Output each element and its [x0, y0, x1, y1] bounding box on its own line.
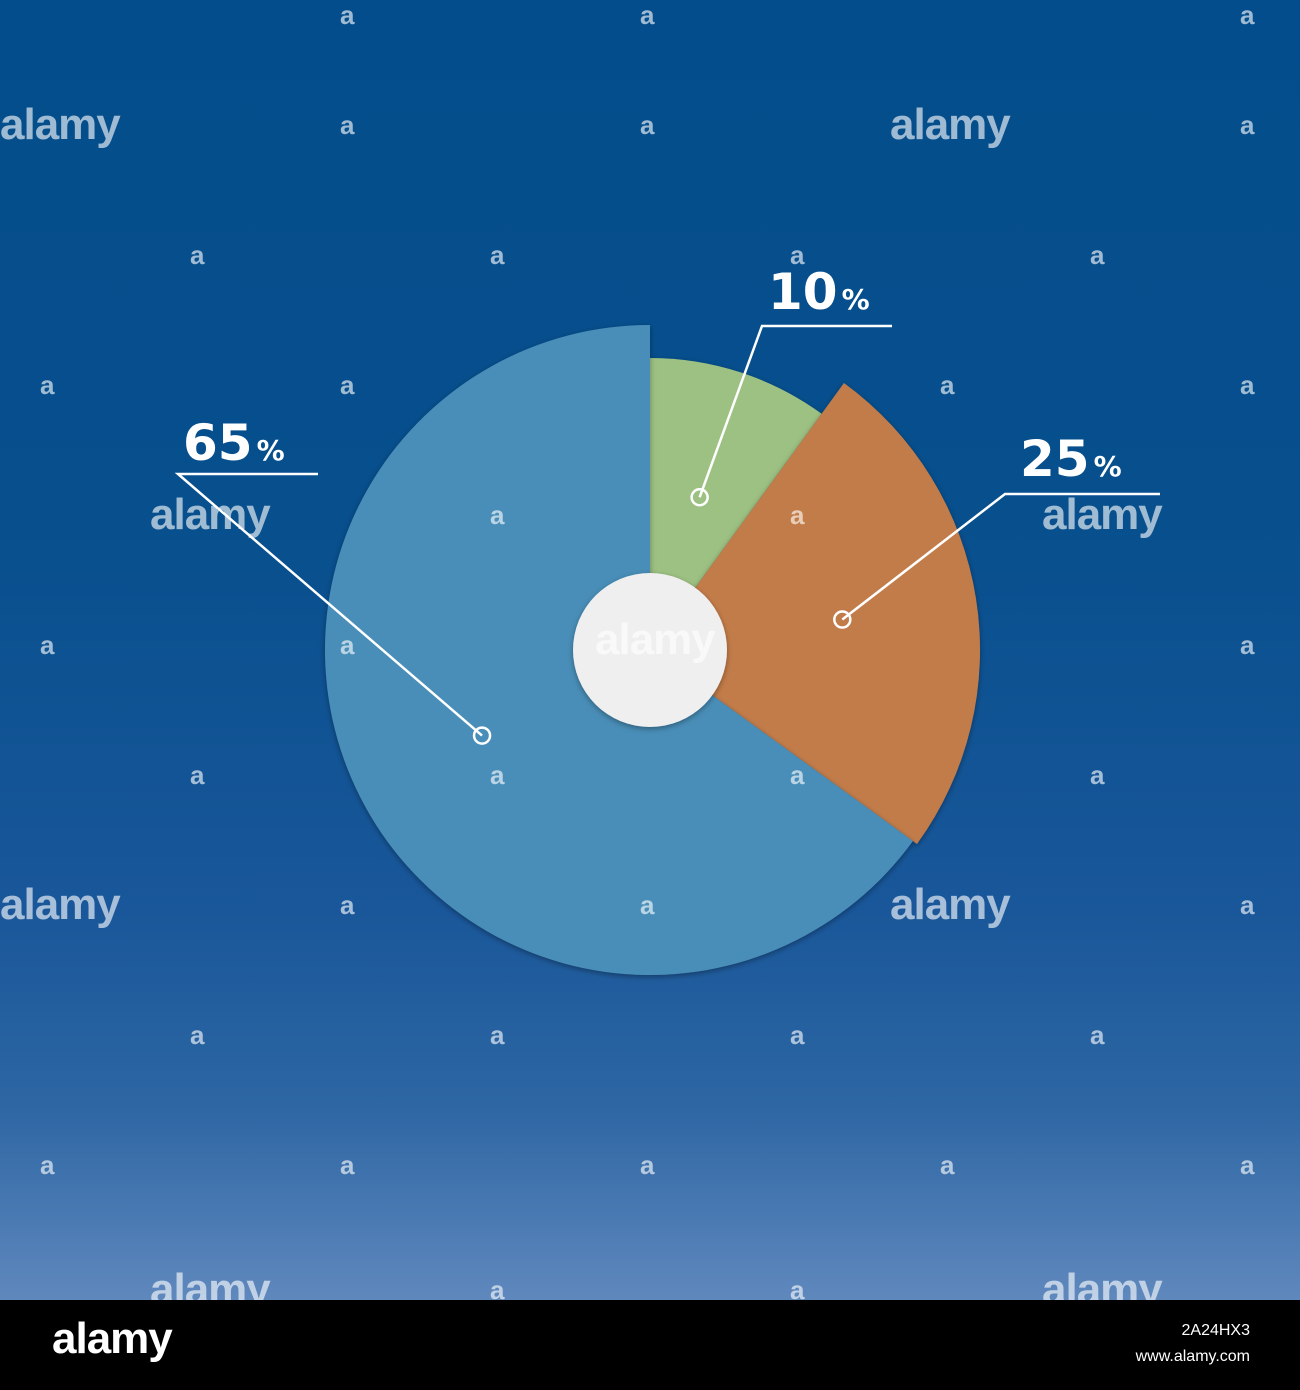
leader-line-65 [174, 472, 483, 737]
footer-meta: 2A24HX3 www.alamy.com [1136, 1318, 1250, 1370]
slice-value-label-25: 25% [1020, 430, 1122, 488]
pie-slice-25 [650, 383, 980, 844]
slice-label-group-65: 65% [174, 414, 492, 745]
pie-center-hole [573, 573, 727, 727]
image-id: 2A24HX3 [1181, 1322, 1251, 1339]
leader-dot-25 [833, 610, 852, 629]
leader-line-10 [698, 324, 892, 498]
leader-line-25 [841, 492, 1160, 621]
slice-value-label-10: 10% [768, 263, 870, 321]
slice-unit-10: % [842, 283, 870, 316]
footer-bar: alamy 2A24HX3 www.alamy.com [0, 1300, 1300, 1390]
footer-logo: alamy [52, 1314, 173, 1363]
site-url: www.alamy.com [1135, 1348, 1250, 1365]
pie-chart: 10 % 25 % 65% [174, 263, 1160, 976]
pie-slice-10 [650, 358, 822, 650]
slice-unit-25: % [1094, 450, 1122, 483]
slice-unit-65: % [257, 434, 285, 467]
slice-label-group-25: 25% [833, 430, 1160, 629]
leader-dot-10 [690, 488, 709, 507]
chart-background: 10% 25% 65% alamy alamy alamy alamy alamy alamy… [0, 0, 1300, 1300]
leader-dot-65 [472, 726, 492, 745]
slice-label-group-10: 10% [690, 263, 892, 507]
slice-value-label-65: 65% [183, 414, 285, 472]
